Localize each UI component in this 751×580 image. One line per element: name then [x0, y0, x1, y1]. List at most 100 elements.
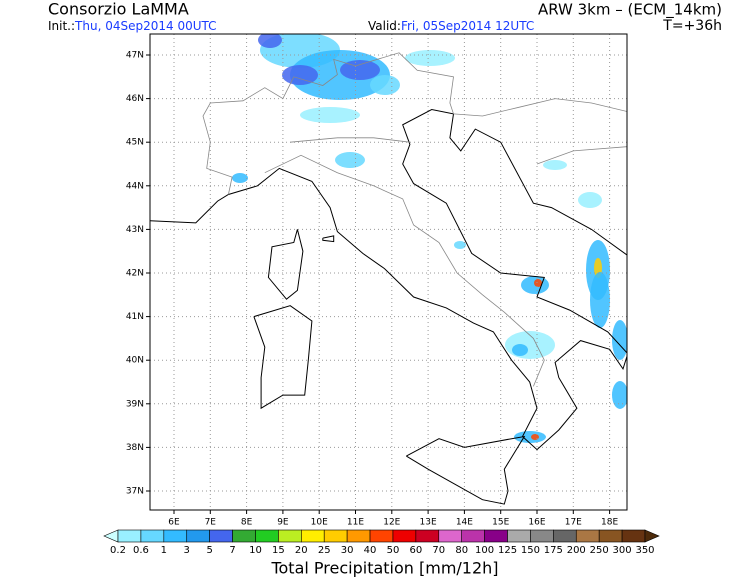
colorbar-box — [255, 529, 279, 543]
org-title: Consorzio LaMMA — [48, 0, 189, 19]
colorbar-label: 80 — [455, 545, 468, 556]
colorbar-label: 40 — [364, 545, 377, 556]
border — [453, 98, 627, 117]
border — [202, 52, 454, 195]
colorbar-label: 20 — [295, 545, 308, 556]
colorbar-label: 30 — [341, 545, 354, 556]
precip-area — [512, 344, 528, 356]
precip-area — [454, 241, 466, 249]
lon-label: 8E — [241, 518, 253, 528]
lat-label: 46N — [126, 94, 144, 104]
colorbar-box — [163, 529, 188, 543]
precip-area — [531, 434, 539, 440]
lon-label: 7E — [205, 518, 217, 528]
precip-area — [282, 65, 318, 85]
lon-label: 12E — [383, 518, 400, 528]
lon-label: 17E — [565, 518, 582, 528]
lat-label: 37N — [126, 487, 144, 497]
colorbar-label: 1 — [161, 545, 167, 556]
colorbar-box — [575, 529, 600, 543]
coastline — [406, 435, 526, 505]
precip-area — [258, 34, 282, 48]
colorbar-high-end — [644, 529, 660, 543]
colorbar-box — [301, 529, 325, 543]
colorbar-label: 250 — [590, 545, 609, 556]
lon-label: 18E — [601, 518, 618, 528]
precip-area — [534, 279, 542, 287]
lon-label: 9E — [277, 518, 289, 528]
colorbar-label: 150 — [521, 545, 540, 556]
lon-label: 16E — [528, 518, 545, 528]
colorbar-label: 200 — [567, 545, 586, 556]
lon-label: 6E — [168, 518, 180, 528]
colorbar-low-end — [103, 529, 119, 543]
valid-label: Valid: — [368, 19, 401, 33]
precip-area — [612, 381, 627, 409]
lead-time: T=+36h — [662, 18, 722, 34]
colorbar-box — [140, 529, 165, 543]
legend-title: Total Precipitation [mm/12h] — [270, 559, 498, 578]
lat-label: 47N — [126, 51, 144, 61]
init-time: Thu, 04Sep2014 00UTC — [74, 19, 216, 33]
lat-label: 41N — [126, 312, 144, 322]
colorbar-box — [507, 529, 531, 543]
colorbar-label: 3 — [184, 545, 190, 556]
colorbar-box — [598, 529, 623, 543]
precip-area — [370, 75, 400, 95]
precip-area — [543, 160, 567, 170]
colorbar-label: 25 — [318, 545, 331, 556]
colorbar-box — [484, 529, 508, 543]
colorbar-label: 100 — [475, 545, 494, 556]
colorbar-label: 350 — [635, 545, 654, 556]
colorbar-box — [461, 529, 485, 543]
colorbar-box — [392, 529, 417, 543]
colorbar-box — [621, 529, 646, 543]
colorbar-label: 0.2 — [110, 545, 126, 556]
lat-label: 44N — [126, 181, 144, 191]
lon-label: 13E — [420, 518, 437, 528]
lat-label: 42N — [126, 269, 144, 279]
colorbar-label: 15 — [272, 545, 285, 556]
coastline — [150, 108, 627, 451]
colorbar-box — [346, 529, 371, 543]
colorbar-box — [278, 529, 302, 543]
border — [264, 154, 545, 387]
init-label: Init.: — [48, 19, 75, 33]
precip-area — [340, 60, 380, 80]
lon-label: 14E — [456, 518, 473, 528]
lon-label: 11E — [347, 518, 364, 528]
colorbar-label: 5 — [206, 545, 212, 556]
colorbar-label: 50 — [387, 545, 400, 556]
colorbar-box — [415, 529, 440, 543]
colorbar-label: 10 — [249, 545, 262, 556]
colorbar-box — [323, 529, 348, 543]
precip-area — [578, 192, 602, 208]
colorbar-box — [530, 529, 554, 543]
colorbar-label: 0.6 — [133, 545, 149, 556]
precip-area — [300, 107, 360, 123]
colorbar-box — [186, 529, 210, 543]
precip-area — [405, 50, 455, 66]
colorbar-label: 175 — [544, 545, 563, 556]
precip-area — [232, 173, 248, 183]
coastline — [267, 229, 304, 300]
precip-area — [335, 152, 365, 168]
lon-label: 15E — [492, 518, 509, 528]
border — [290, 137, 410, 143]
colorbar-box — [232, 529, 256, 543]
colorbar-box — [438, 529, 462, 543]
map — [150, 34, 627, 510]
lat-label: 39N — [126, 399, 144, 409]
lat-label: 40N — [126, 356, 144, 366]
model-title: ARW 3km – (ECM_14km) — [538, 1, 722, 20]
colorbar-label: 60 — [410, 545, 423, 556]
init-line: Init.:Thu, 04Sep2014 00UTC — [48, 19, 217, 33]
colorbar-label: 125 — [498, 545, 517, 556]
valid-time: Fri, 05Sep2014 12UTC — [401, 19, 534, 33]
border — [536, 146, 627, 165]
precip-area — [590, 272, 610, 328]
lat-label: 45N — [126, 138, 144, 148]
coastline — [322, 235, 335, 243]
colorbar-box — [553, 529, 577, 543]
